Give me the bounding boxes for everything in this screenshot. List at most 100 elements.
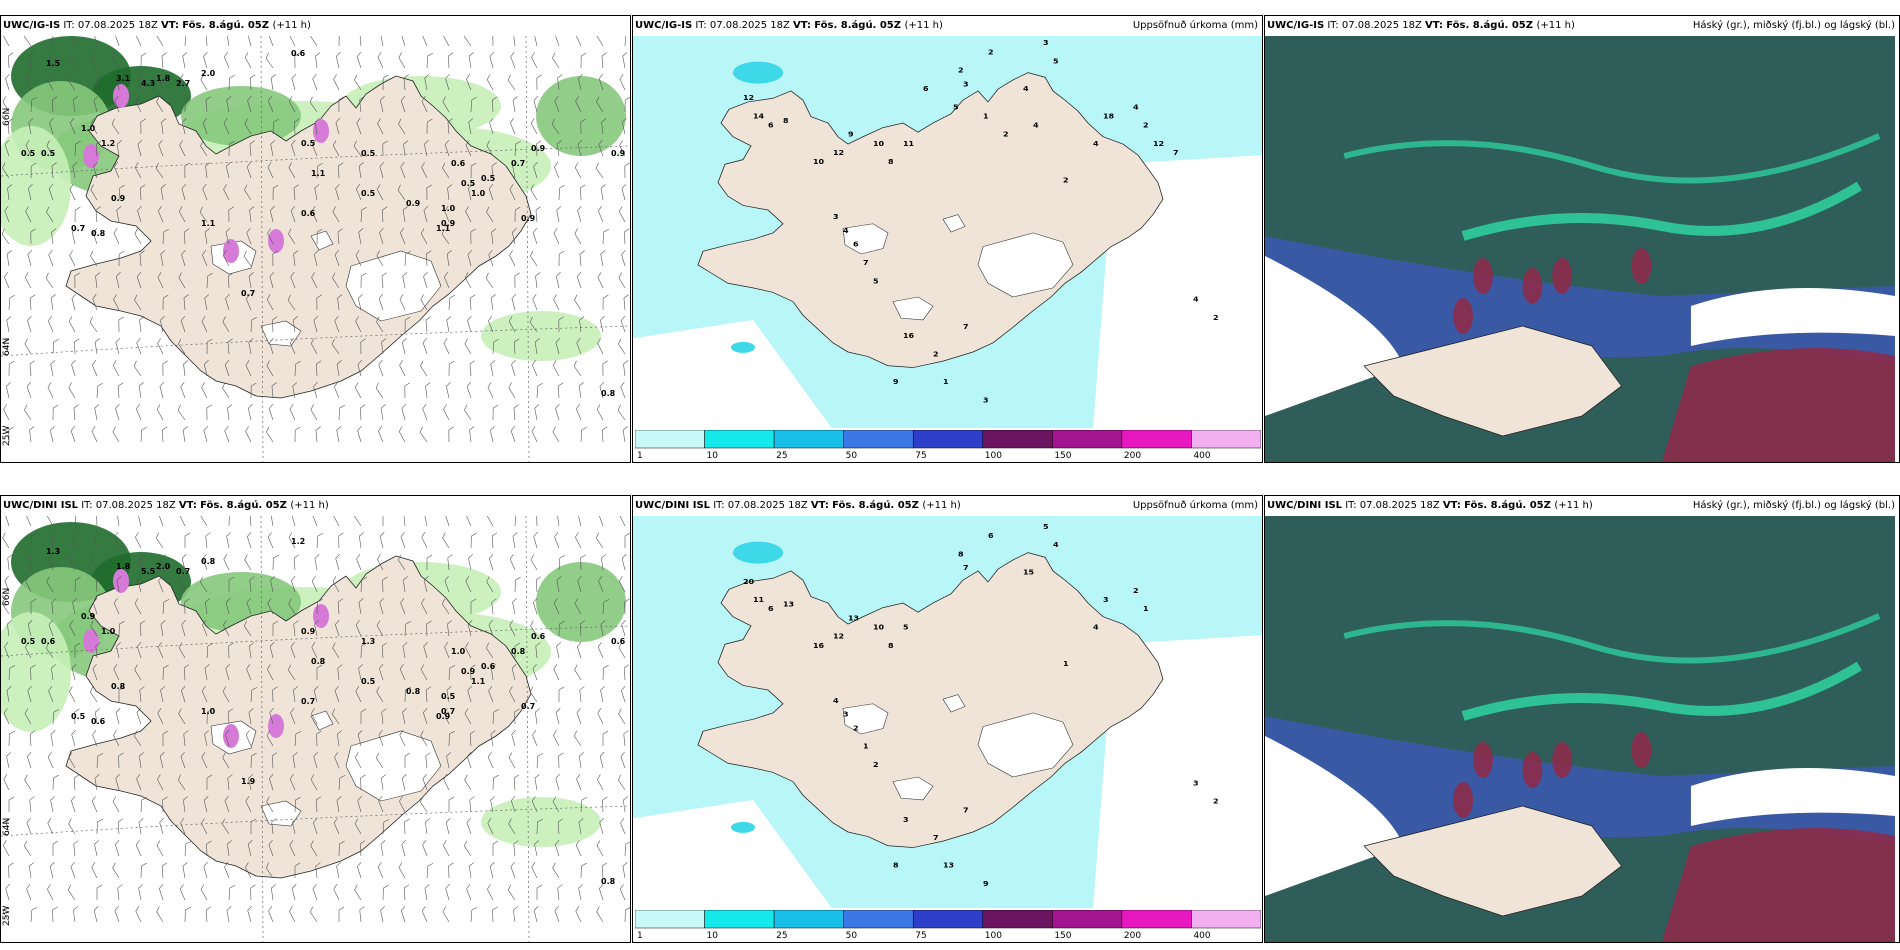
glacier [310, 710, 334, 731]
glacier [892, 296, 934, 321]
wind-barb [205, 906, 212, 923]
wind-barb [379, 162, 385, 179]
wind-barb [337, 598, 344, 615]
wind-barb [536, 753, 544, 769]
wind-value: 0.9 [111, 194, 126, 203]
colorbar-tick: 100 [985, 451, 1002, 460]
wind-barb [73, 774, 80, 791]
wind-barb [51, 598, 57, 615]
wind-barb [530, 554, 538, 571]
wind-barb [422, 36, 428, 47]
wind-barb [508, 884, 516, 901]
wind-barb [552, 52, 560, 69]
wind-barb [401, 839, 406, 857]
wind-barb [27, 620, 33, 637]
colorbar-tick: 25 [776, 451, 787, 460]
wind-barb [205, 162, 211, 179]
wind-barb [490, 294, 496, 311]
wind-barb [310, 840, 318, 857]
wind-barb [71, 795, 76, 813]
precip-value: 2 [873, 760, 879, 769]
wind-barb [5, 883, 10, 901]
panel-header: UWC/IG-IS IT: 07.08.2025 18Z VT: Fös. 8.… [1265, 16, 1899, 36]
wind-barb [313, 686, 319, 703]
wind-barb [489, 52, 495, 69]
wind-barb [30, 598, 37, 614]
wind-barb [381, 338, 387, 355]
init-time: IT: 07.08.2025 18Z [1327, 20, 1426, 31]
wind-barb [530, 184, 538, 201]
wind-barb [382, 884, 389, 901]
wind-barb [52, 404, 59, 421]
wind-barb [421, 906, 428, 923]
wind-barb [555, 839, 560, 857]
wind-barb [267, 228, 274, 245]
wind-barb [316, 163, 323, 179]
wind-barb [206, 404, 212, 421]
wind-barb [508, 316, 516, 333]
wind-barb [486, 516, 494, 527]
wind-barb [118, 316, 124, 333]
wind-barb [357, 360, 363, 377]
wind-barb [576, 404, 582, 421]
wind-barb [310, 774, 318, 791]
wind-barb [2, 36, 10, 47]
wind-barb [8, 295, 15, 311]
wind-barb [556, 272, 561, 289]
wind-barb [2, 96, 10, 113]
precip-value: 10 [873, 623, 884, 632]
wind-barb [93, 906, 99, 923]
wind-barb [312, 884, 318, 901]
wind-barb [469, 862, 475, 879]
wind-barb [530, 620, 538, 637]
glacier [942, 694, 966, 713]
wind-barb [90, 250, 98, 267]
wind-barb [223, 118, 230, 135]
wind-barb [556, 642, 561, 659]
wind-barb [160, 184, 166, 201]
wind-barb [399, 360, 406, 377]
wind-barb [447, 184, 453, 201]
wind-barb [114, 96, 120, 113]
colorbar-swatch [982, 910, 1053, 929]
wind-barb [68, 316, 76, 333]
wind-barb [378, 730, 384, 747]
axis-label: 66N [2, 588, 12, 606]
precip-value: 2 [1143, 121, 1149, 130]
precip-value: 7 [933, 834, 939, 843]
wind-barb [3, 338, 10, 355]
wind-barb [509, 554, 516, 571]
wind-value: 0.6 [611, 637, 626, 646]
wind-barb [512, 162, 518, 179]
wind-barb [205, 96, 211, 113]
wind-barb [531, 426, 538, 443]
wind-barb [425, 686, 432, 703]
wind-barb [291, 884, 297, 901]
wind-barb [137, 140, 143, 157]
wind-barb [338, 532, 344, 549]
wind-barb [223, 184, 230, 201]
wind-barb [529, 316, 538, 333]
wind-barb [46, 206, 54, 223]
wind-barb [403, 576, 409, 593]
wind-barb [157, 708, 164, 725]
wind-barb [140, 118, 146, 135]
wind-barb [315, 426, 321, 443]
wind-barb [243, 250, 252, 267]
wind-barb [422, 774, 428, 791]
wind-barb [600, 686, 605, 703]
wind-barb [250, 317, 257, 333]
colorbar-swatch [1052, 910, 1123, 929]
wind-barb [135, 532, 142, 549]
wind-barb [30, 162, 37, 179]
wind-barb [555, 773, 560, 791]
wind-barb [598, 576, 604, 593]
wind-barb [532, 730, 538, 747]
precip-value: 1 [943, 377, 949, 386]
wind-barb [334, 382, 340, 399]
wind-barb [403, 74, 409, 91]
wind-value: 0.8 [311, 657, 326, 666]
wind-barb [623, 730, 629, 747]
wind-barb [52, 840, 59, 856]
wind-barb [580, 118, 586, 135]
